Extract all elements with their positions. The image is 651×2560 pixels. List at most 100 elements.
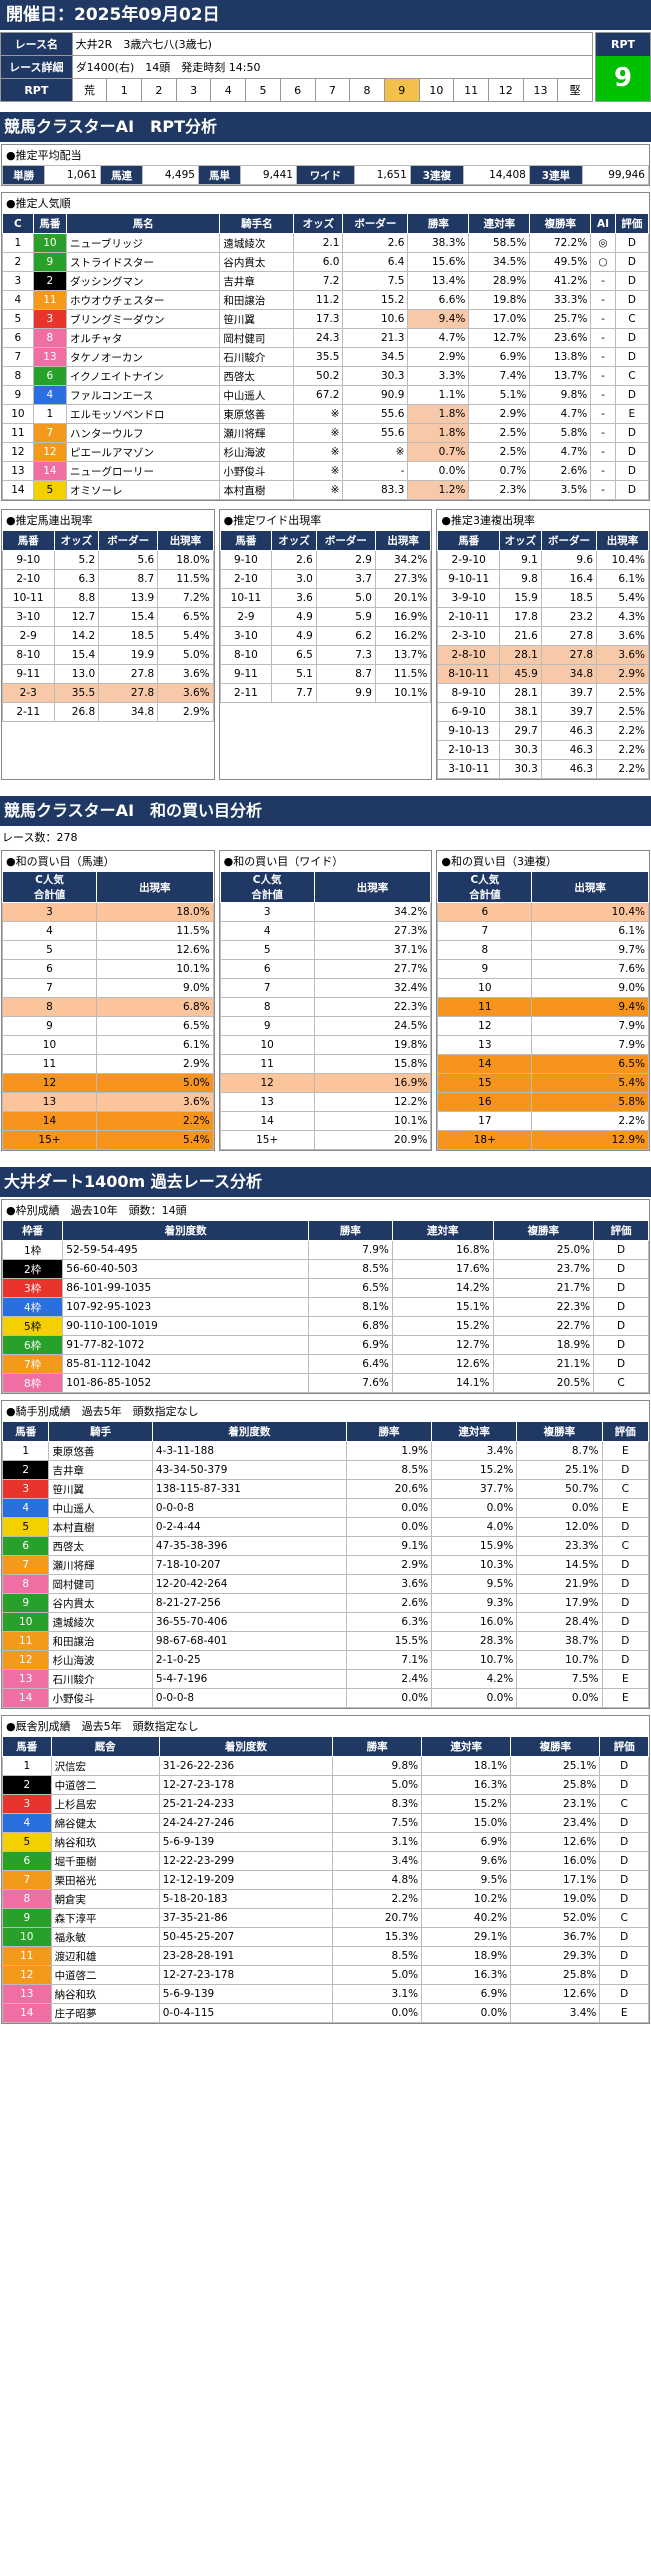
sanfuku-cell: 4.3% <box>596 607 650 627</box>
pop-cell: 6.0 <box>293 252 344 272</box>
table-row: 13 石川駿介 5-4-7-196 2.4% 4.2% 7.5% E <box>1 1669 650 1689</box>
umaren-table: 馬番 オッズ ボーダー 出現率 9-10 5.2 5.6 18.0% 2-10 6.3 8.7 11.… <box>2 530 214 722</box>
table-row: 15+ 5.4% <box>2 1130 214 1150</box>
umaren-cell: 7.2% <box>157 588 214 608</box>
wa-cell: 11.5% <box>95 921 214 941</box>
wa-cell: 9.0% <box>531 978 650 998</box>
jockey-cell: 9.3% <box>431 1593 518 1613</box>
table-row: 3 笹川翼 138-115-87-331 20.6% 37.7% 50.7% C <box>1 1479 650 1499</box>
trainer-cell: 9.8% <box>332 1756 423 1776</box>
payout-label: 3連複 <box>409 165 464 185</box>
jockey-box: ●騎手別成績 過去5年 頭数指定なし 馬番 騎手 着別度数 勝率 連対率 複勝率 評価 1 東原… <box>1 1400 650 1709</box>
trainer-cell: 栗田裕光 <box>50 1870 160 1890</box>
umaren-cell: 26.8 <box>53 702 100 722</box>
sanfuku-cell: 9.8 <box>499 569 542 589</box>
pop-cell: 17.3 <box>293 309 344 329</box>
trainer-cell: 6.9% <box>421 1984 512 2004</box>
wa-cell: 6.5% <box>95 1016 214 1036</box>
table-row: 6 10.1% <box>2 959 214 979</box>
umaren-header: 出現率 <box>157 530 214 551</box>
pop-cell: 石川駿介 <box>219 347 295 367</box>
trainer-cell: 中道啓二 <box>50 1775 160 1795</box>
jockey-cell: C <box>601 1536 650 1556</box>
trainer-cell: 3.1% <box>332 1832 423 1852</box>
trainer-cell: 福永敏 <box>50 1927 160 1947</box>
pop-cell: 38.3% <box>407 233 470 253</box>
rpt-horse-6: 6 <box>279 78 316 102</box>
pop-cell: - <box>590 271 616 291</box>
jockey-cell: 28.4% <box>516 1612 603 1632</box>
pop-cell: ニューブリッジ <box>65 233 221 253</box>
pop-cell: 3.5% <box>529 480 592 500</box>
pop-cell: 21.3 <box>342 328 409 348</box>
sanfuku-cell: 39.7 <box>540 702 598 722</box>
race-name-label: レース名 <box>0 32 73 56</box>
table-row: 7 32.4% <box>219 978 432 998</box>
pop-cell: 90.9 <box>342 385 409 405</box>
popularity-table: C 馬番 馬名 騎手名 オッズ ボーダー 勝率 連対率 複勝率 AI 評価 1 10 ニューブリッジ 遠城綾… <box>2 213 650 500</box>
pop-cell: 西啓太 <box>219 366 295 386</box>
sanfuku-cell: 21.6 <box>499 626 542 646</box>
wa-cell: 6.1% <box>95 1035 214 1055</box>
trainer-cell: 20.7% <box>332 1908 423 1928</box>
pop-cell: 2.6 <box>342 233 409 253</box>
pop-cell: C <box>614 366 650 386</box>
pop-cell: D <box>614 461 650 481</box>
sanfuku-cell: 8-9-10 <box>437 683 501 703</box>
jockey-cell: 5-4-7-196 <box>151 1669 347 1689</box>
pop-cell: ◎ <box>590 233 616 253</box>
race-count: レース数：278 <box>2 831 78 844</box>
trainer-cell: 5 <box>2 1832 52 1852</box>
table-row: 2 9 ストライドスター 谷内貫太 6.0 6.4 15.6% 34.5% 49.5% ○ D <box>2 252 650 272</box>
umaren-cell: 9-10 <box>2 550 55 570</box>
table-row: 8 22.3% <box>219 997 432 1017</box>
wa-cell: 7.9% <box>531 1016 650 1036</box>
jockey-cell: 瀬川将輝 <box>48 1555 153 1575</box>
table-row: 5 12.6% <box>2 940 214 960</box>
table-row: 3-10-11 30.3 46.3 2.2% <box>437 759 650 779</box>
sanfuku-cell: 2-3-10 <box>437 626 501 646</box>
jockey-cell: 12 <box>1 1650 50 1670</box>
trainer-cell: 14 <box>2 2003 52 2023</box>
wa-cell: 13 <box>2 1092 97 1112</box>
waku-cell: D <box>593 1278 649 1298</box>
trainer-cell: 渡辺和雄 <box>50 1946 160 1966</box>
trainer-cell: 沢信宏 <box>50 1756 160 1776</box>
trainer-cell: 12.6% <box>510 1984 601 2004</box>
waku-cell: D <box>593 1297 649 1317</box>
umaren-cell: 18.0% <box>157 550 214 570</box>
payout-label: 3連単 <box>528 165 584 185</box>
rpt-horse-10: 10 <box>418 78 455 102</box>
table-row: 3枠 86-101-99-1035 6.5% 14.2% 21.7% D <box>1 1278 649 1298</box>
trainer-cell: 15.0% <box>421 1813 512 1833</box>
jockey-cell: 13 <box>1 1669 50 1689</box>
pop-cell: 7 <box>32 423 68 443</box>
pop-cell: 4.7% <box>529 404 592 424</box>
wa-cell: 11 <box>219 1054 315 1074</box>
sanfuku-box: ●推定3連複出現率 馬番 オッズ ボーダー 出現率 2-9-10 9.1 9.6 10.4% 9-… <box>436 509 651 780</box>
sanfuku-cell: 30.3 <box>499 759 542 779</box>
trainer-cell: 12-22-23-299 <box>158 1851 334 1871</box>
pop-header: C <box>2 213 34 234</box>
pop-cell: 6.4 <box>342 252 409 272</box>
wa-table: C人気 合計値 出現率 6 10.4% 7 6.1% 8 9.7% 9 7.6% 10 9.0% 11 9… <box>437 871 650 1150</box>
trainer-cell: 5-18-20-183 <box>158 1889 334 1909</box>
jockey-cell: 20.6% <box>345 1479 433 1499</box>
umaren-cell: 8.8 <box>53 588 100 608</box>
table-row: 8 6.8% <box>2 997 214 1017</box>
trainer-cell: 31-26-22-236 <box>158 1756 334 1776</box>
pop-header: 連対率 <box>468 213 531 234</box>
pop-cell: 12 <box>2 442 34 462</box>
sanfuku-cell: 2-10-11 <box>437 607 501 627</box>
waku-header: 着別度数 <box>62 1220 309 1241</box>
umaren-cell: 5.2 <box>53 550 100 570</box>
table-row: 10 1 エルモッソペンドロ 東原悠善 ※ 55.6 1.8% 2.9% 4.7% - E <box>2 404 650 424</box>
table-row: 11 15.8% <box>219 1054 432 1074</box>
table-row: 9 森下淳平 37-35-21-86 20.7% 40.2% 52.0% C <box>2 1908 649 1928</box>
jockey-cell: E <box>601 1688 650 1708</box>
trainer-cell: 庄子昭夢 <box>50 2003 160 2023</box>
waku-cell: 6.4% <box>307 1354 393 1374</box>
wide-cell: 5.9 <box>315 607 376 627</box>
table-row: 16 5.8% <box>437 1092 650 1112</box>
table-row: 1枠 52-59-54-495 7.9% 16.8% 25.0% D <box>1 1240 649 1260</box>
